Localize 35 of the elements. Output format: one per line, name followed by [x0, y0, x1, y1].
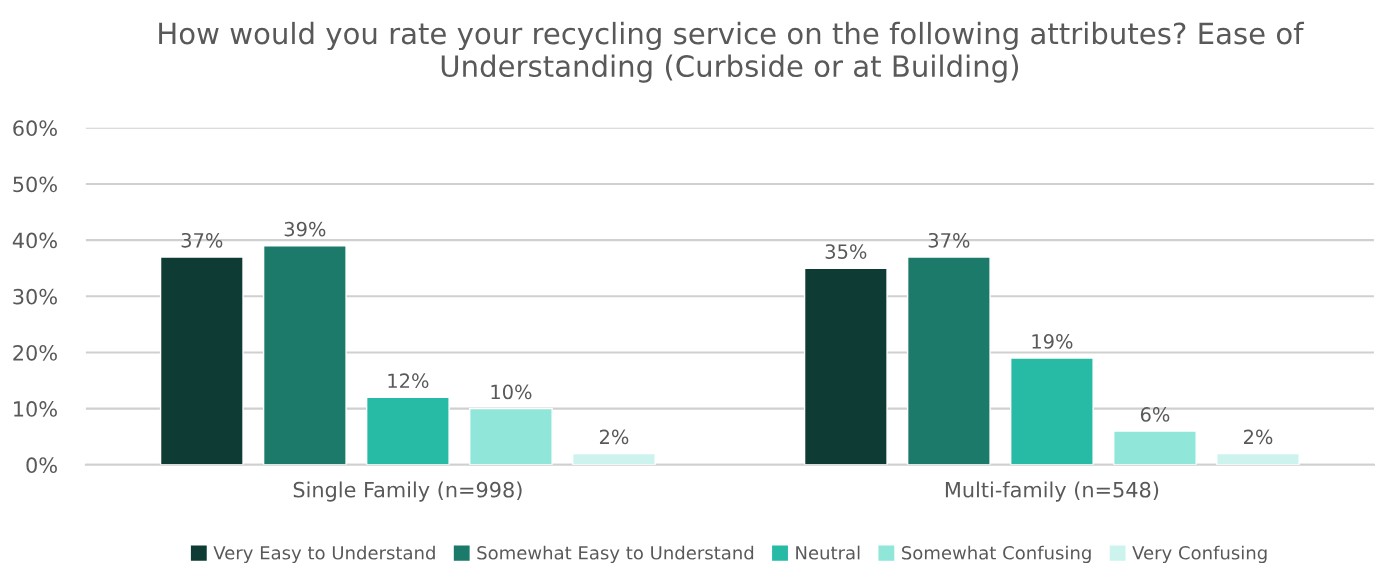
- y-tick-label: 50%: [13, 176, 57, 193]
- y-tick-label: 40%: [12, 232, 57, 249]
- x-tick-label: Single Family (n=998): [293, 481, 522, 502]
- bar: [159, 256, 244, 465]
- bar: [469, 407, 553, 465]
- data-label: 35%: [825, 244, 867, 259]
- bar: [572, 452, 656, 465]
- legend-label: Very Easy to Understand: [213, 545, 435, 564]
- y-tick-label: 0%: [26, 457, 57, 474]
- bar: [1009, 357, 1094, 465]
- bar: [365, 396, 450, 465]
- legend-label: Neutral: [796, 545, 860, 560]
- legend-label: Very Confusing: [1132, 545, 1267, 564]
- bar: [906, 256, 991, 465]
- y-tick-label: 30%: [13, 288, 57, 305]
- data-label: 12%: [388, 373, 429, 389]
- data-label: 37%: [181, 232, 223, 248]
- y-tick-label: 10%: [14, 401, 57, 417]
- y-tick-label: 20%: [13, 344, 57, 361]
- data-label: 19%: [1032, 334, 1073, 349]
- data-label: 2%: [1244, 429, 1273, 445]
- chart-title: How would you rate your recycling service on the following attributes? Ease of Understanding (Curbside or at Building): [159, 21, 1305, 83]
- data-label: 37%: [928, 232, 970, 248]
- data-label: 10%: [491, 384, 532, 400]
- bar: [262, 245, 347, 465]
- x-tick-label: Multi-family (n=548): [945, 481, 1159, 502]
- legend-label: Somewhat Easy to Understand: [477, 545, 754, 564]
- bar: [1216, 452, 1300, 465]
- legend-label: Somewhat Confusing: [902, 545, 1091, 564]
- bar: [803, 267, 888, 465]
- data-label: 6%: [1140, 407, 1170, 422]
- data-label: 39%: [284, 221, 326, 237]
- y-tick-label: 60%: [13, 120, 57, 137]
- data-label: 2%: [599, 429, 629, 445]
- bar: [1113, 430, 1197, 465]
